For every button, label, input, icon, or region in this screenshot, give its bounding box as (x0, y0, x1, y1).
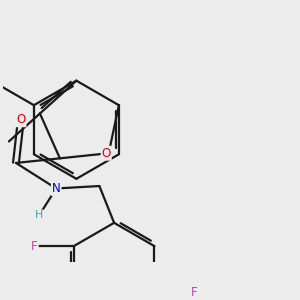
Text: O: O (102, 147, 111, 160)
Text: N: N (52, 182, 61, 195)
Text: O: O (16, 113, 26, 126)
Text: F: F (31, 240, 38, 253)
Text: F: F (190, 286, 197, 299)
Text: H: H (35, 211, 43, 220)
